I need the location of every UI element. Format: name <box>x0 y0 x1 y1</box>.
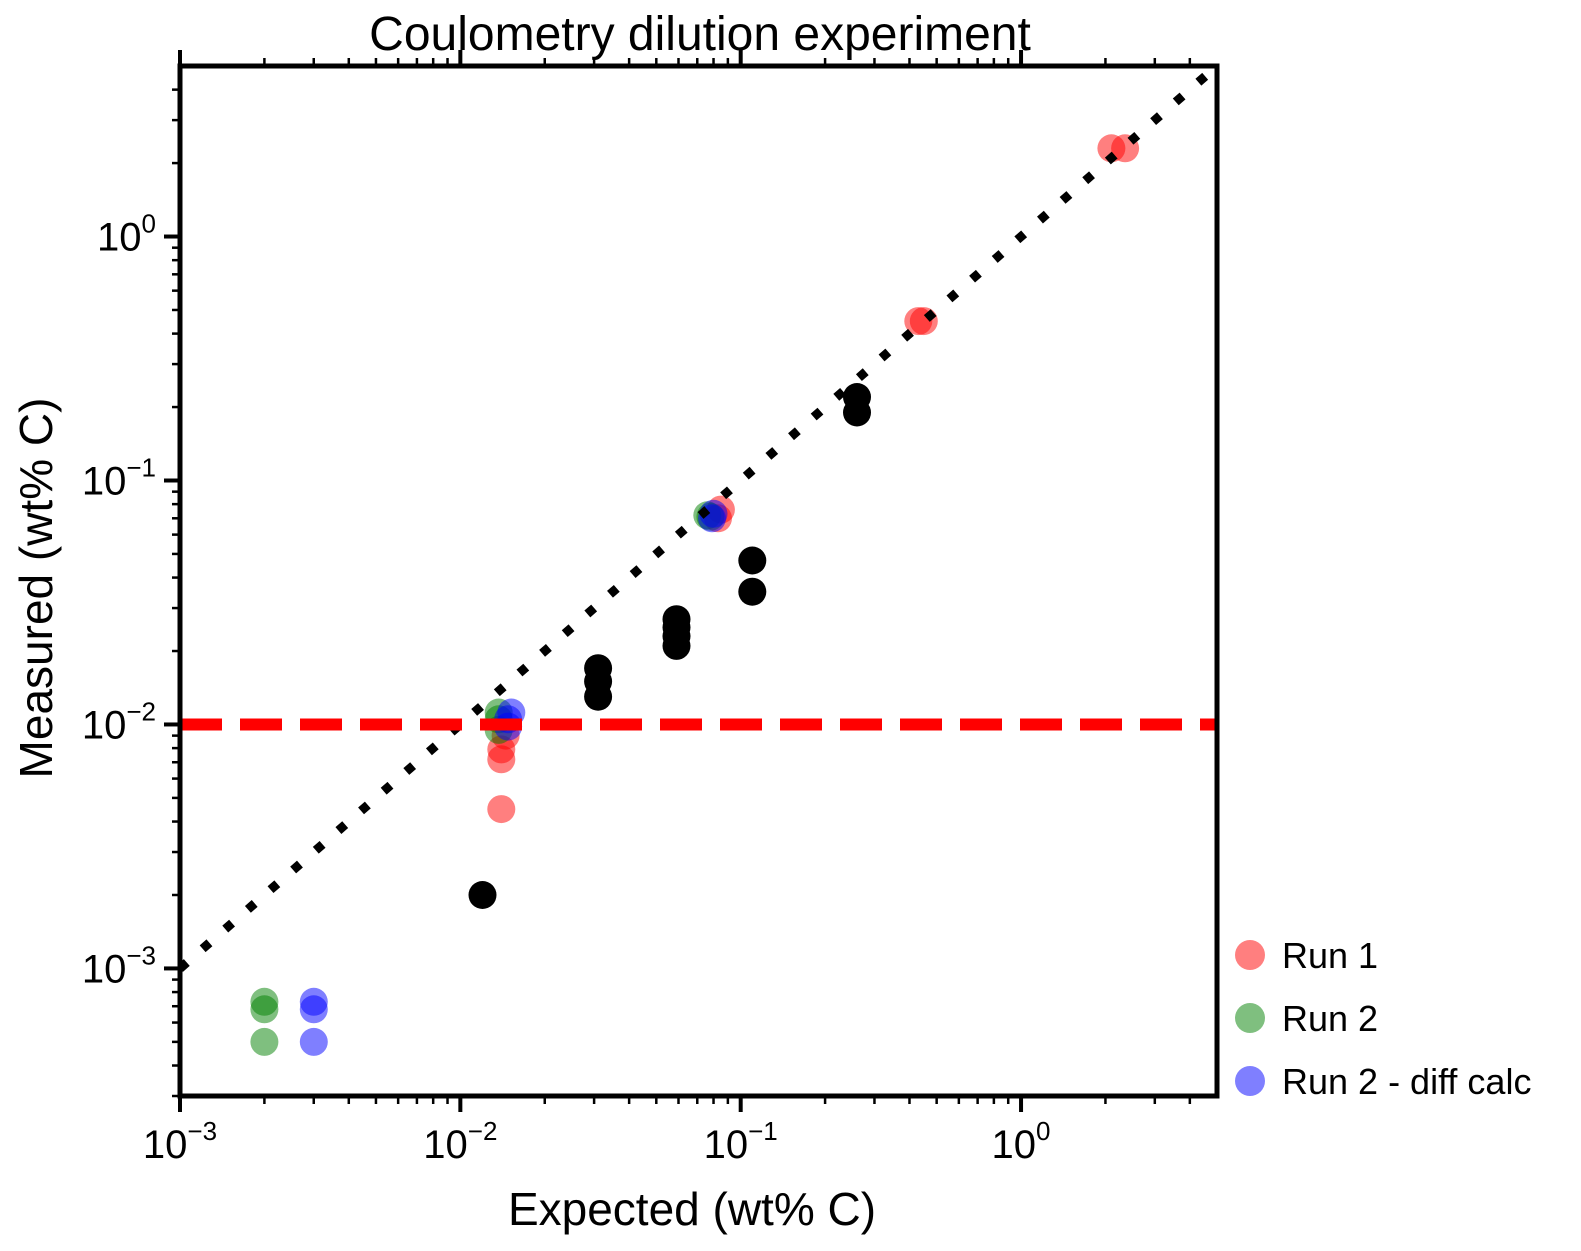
series-2 <box>299 499 728 1056</box>
axis-ticks: 10−3 10−2 10−1 100 10−3 10−2 10−1 100 <box>82 50 1192 1167</box>
x-tick-label: 10−2 <box>423 1116 497 1167</box>
data-point <box>250 987 279 1016</box>
data-point <box>699 499 728 528</box>
chart-title: Coulometry dilution experiment <box>369 8 1031 61</box>
plot-area <box>180 66 1217 1056</box>
data-point <box>843 383 871 411</box>
y-tick-label: 10−2 <box>82 696 156 747</box>
legend-label: Run 2 - diff calc <box>1282 1061 1531 1102</box>
x-tick-label: 100 <box>992 1116 1051 1167</box>
data-point <box>299 987 328 1016</box>
legend-label: Run 2 <box>1282 998 1378 1039</box>
data-point <box>468 881 497 909</box>
data-point <box>584 654 613 683</box>
data-point <box>250 1027 279 1056</box>
legend: Run 1 Run 2 Run 2 - diff calc <box>1235 935 1531 1102</box>
series-1 <box>250 501 725 1056</box>
legend-marker <box>1235 1066 1265 1096</box>
identity-line <box>180 66 1217 972</box>
x-tick-label: 10−1 <box>704 1116 778 1167</box>
y-tick-label: 10−1 <box>82 452 156 503</box>
y-tick-label: 100 <box>97 209 156 260</box>
data-point <box>662 605 691 634</box>
x-axis-label: Expected (wt% C) <box>508 1183 876 1235</box>
data-point <box>738 546 767 575</box>
legend-marker <box>1235 1003 1265 1033</box>
y-tick-label: 10−3 <box>82 940 156 991</box>
legend-label: Run 1 <box>1282 935 1378 976</box>
data-point <box>299 1027 328 1056</box>
data-point <box>909 307 938 336</box>
series-3 <box>468 383 871 909</box>
data-point <box>738 577 767 606</box>
y-axis-label: Measured (wt% C) <box>10 398 62 779</box>
data-point <box>487 795 516 824</box>
legend-marker <box>1235 940 1265 970</box>
x-tick-label: 10−3 <box>143 1116 217 1167</box>
plot-frame <box>177 63 1220 1099</box>
